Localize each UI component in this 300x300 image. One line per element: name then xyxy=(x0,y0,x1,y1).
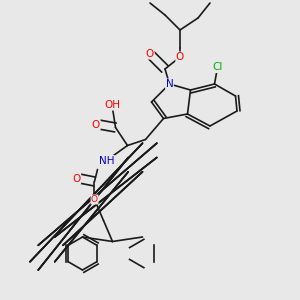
Text: O: O xyxy=(72,173,81,184)
Text: O: O xyxy=(91,195,98,204)
Text: Cl: Cl xyxy=(212,62,223,73)
Text: OH: OH xyxy=(104,100,121,110)
Text: O: O xyxy=(146,49,154,59)
Text: O: O xyxy=(92,119,100,130)
Text: O: O xyxy=(176,52,184,62)
Text: N: N xyxy=(166,79,173,89)
Text: NH: NH xyxy=(99,155,114,166)
